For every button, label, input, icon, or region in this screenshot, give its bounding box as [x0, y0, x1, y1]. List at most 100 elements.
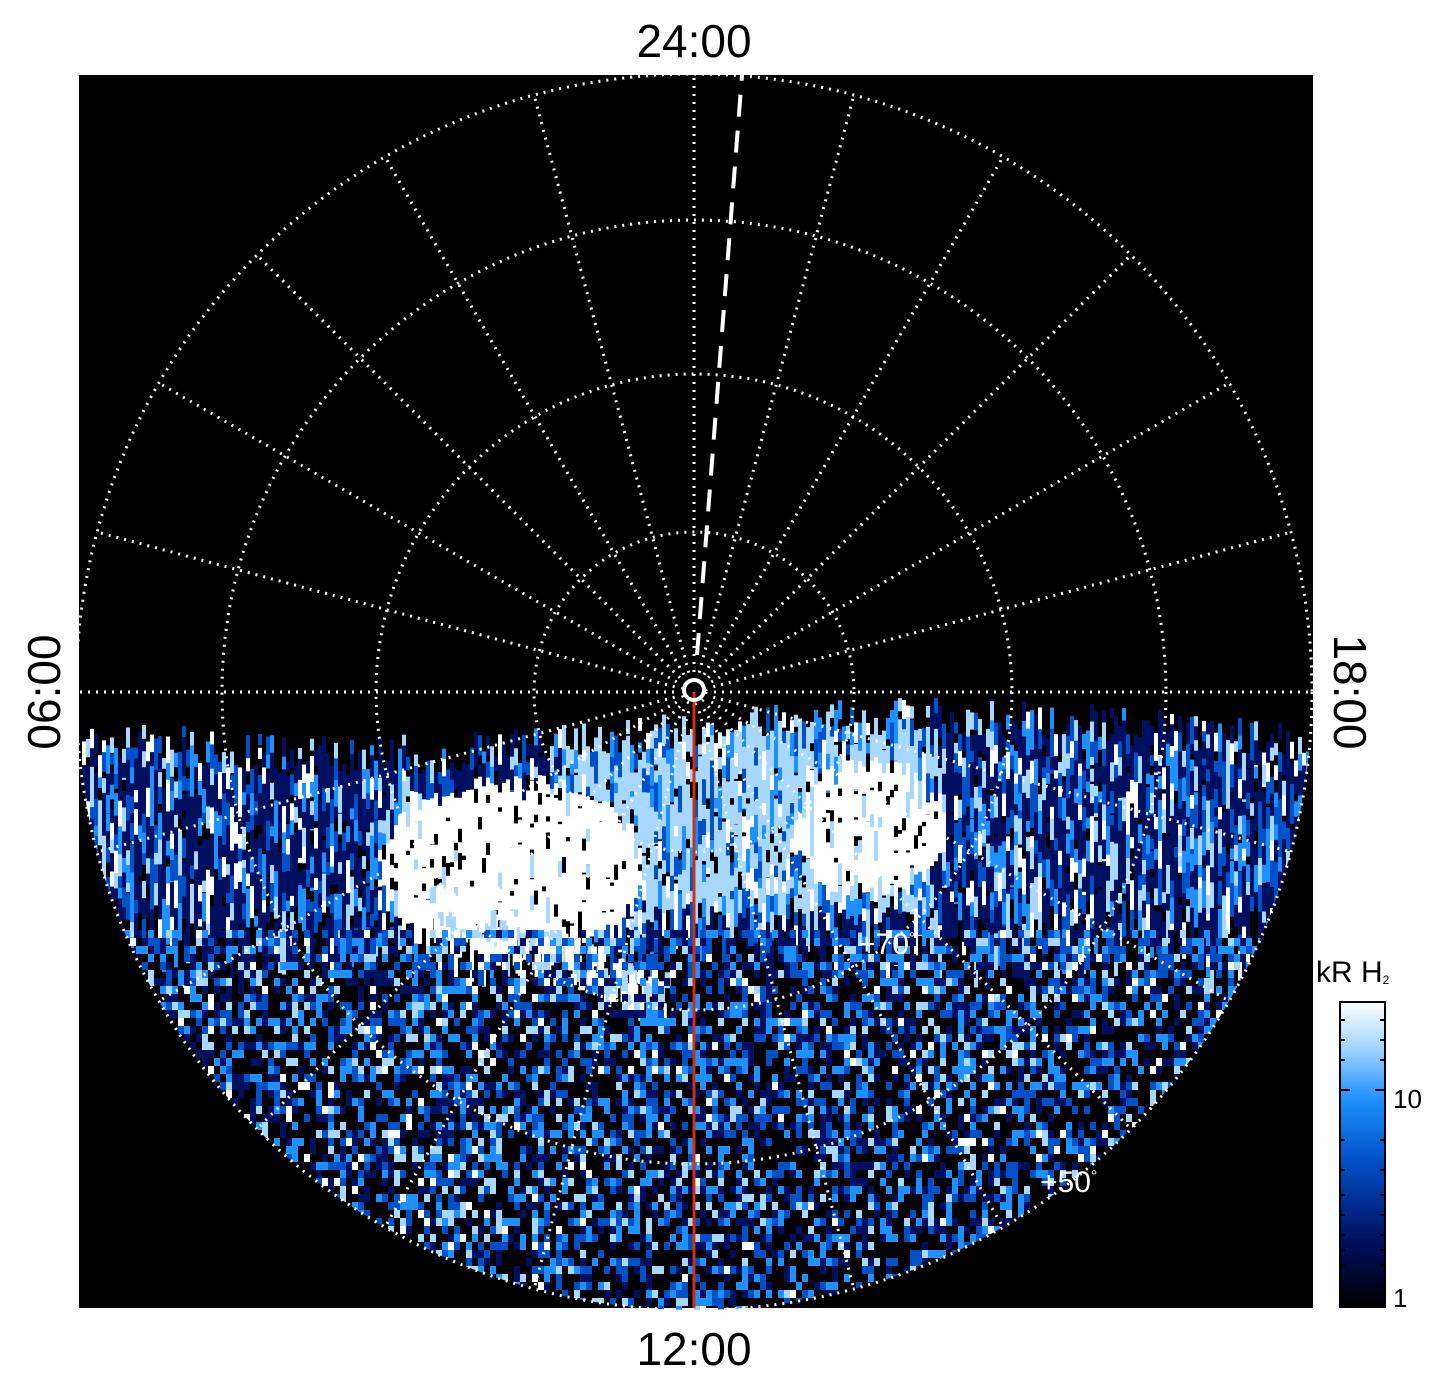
emission-pixel: [1060, 978, 1066, 986]
emission-streak: [594, 751, 598, 785]
emission-pixel: [1030, 978, 1036, 986]
emission-pixel: [526, 930, 532, 938]
emission-streak: [1074, 862, 1078, 873]
emission-streak: [1086, 840, 1090, 867]
emission-pixel: [1090, 970, 1096, 978]
emission-pixel: [922, 930, 928, 938]
emission-pixel: [430, 962, 436, 970]
emission-streak: [670, 852, 674, 884]
emission-pixel: [640, 1018, 646, 1026]
emission-streak: [574, 750, 578, 770]
emission-pixel: [1126, 1042, 1132, 1050]
emission-streak: [670, 890, 674, 911]
emission-pixel: [1078, 994, 1084, 1002]
emission-pixel: [166, 930, 172, 938]
emission-streak: [1030, 723, 1034, 764]
emission-pixel: [262, 1018, 268, 1026]
emission-streak: [198, 763, 202, 796]
emission-streak: [1262, 764, 1266, 784]
emission-streak: [1222, 811, 1226, 833]
emission-streak: [1206, 895, 1210, 914]
emission-pixel: [442, 994, 448, 1002]
emission-pixel: [226, 978, 232, 986]
emission-streak: [522, 772, 526, 816]
emission-streak: [958, 844, 962, 864]
emission-streak: [614, 925, 618, 974]
emission-streak: [138, 767, 142, 814]
emission-pixel: [1036, 938, 1042, 946]
emission-pixel: [586, 1058, 592, 1066]
emission-pixel: [682, 1018, 688, 1026]
emission-pixel: [382, 978, 388, 986]
emission-streak: [258, 901, 262, 951]
emission-pixel: [1120, 1050, 1126, 1058]
emission-streak: [130, 813, 134, 824]
emission-streak: [118, 898, 122, 935]
emission-streak: [1042, 735, 1046, 746]
emission-streak: [1198, 877, 1202, 896]
emission-pixel: [628, 930, 634, 938]
emission-pixel: [1174, 954, 1180, 962]
emission-pixel: [346, 1058, 352, 1066]
emission-pixel: [196, 930, 202, 938]
emission-pixel: [316, 994, 322, 1002]
emission-pixel: [544, 986, 550, 994]
emission-pixel: [634, 962, 640, 970]
emission-streak: [994, 796, 998, 825]
emission-streak: [718, 830, 722, 863]
emission-pixel: [238, 970, 244, 978]
emission-streak: [1010, 864, 1014, 886]
emission-pixel: [790, 1034, 796, 1042]
emission-streak: [606, 802, 610, 837]
emission-pixel: [1114, 1018, 1120, 1026]
emission-streak: [414, 859, 418, 870]
emission-streak: [858, 800, 862, 833]
emission-streak: [738, 913, 742, 941]
emission-streak: [1142, 795, 1146, 827]
emission-pixel: [1108, 1042, 1114, 1050]
emission-pixel: [694, 946, 700, 954]
emission-pixel: [736, 954, 742, 962]
emission-pixel: [1048, 962, 1054, 970]
emission-streak: [1190, 886, 1194, 908]
emission-streak: [634, 884, 638, 900]
emission-streak: [186, 846, 190, 884]
emission-pixel: [436, 978, 442, 986]
emission-pixel: [196, 978, 202, 986]
emission-pixel: [1102, 946, 1108, 954]
emission-streak: [1026, 863, 1030, 889]
emission-streak: [726, 843, 730, 861]
emission-streak: [1274, 792, 1278, 812]
emission-pixel: [220, 1026, 226, 1034]
emission-streak: [222, 752, 226, 778]
emission-pixel: [916, 962, 922, 970]
emission-pixel: [652, 970, 658, 978]
emission-streak: [194, 754, 198, 767]
emission-pixel: [760, 938, 766, 946]
emission-pixel: [1180, 1010, 1186, 1018]
emission-pixel: [898, 978, 904, 986]
emission-pixel: [244, 1010, 250, 1018]
emission-pixel: [1000, 962, 1006, 970]
emission-streak: [650, 833, 654, 853]
emission-pixel: [898, 1010, 904, 1018]
emission-pixel: [244, 970, 250, 978]
emission-streak: [342, 807, 346, 822]
emission-pixel: [952, 930, 958, 938]
emission-streak: [990, 776, 994, 790]
emission-pixel: [868, 1042, 874, 1050]
emission-pixel: [1144, 1058, 1150, 1066]
emission-streak: [1122, 742, 1126, 793]
emission-streak: [250, 886, 254, 919]
emission-streak: [1082, 830, 1086, 872]
emission-streak: [754, 786, 758, 803]
emission-streak: [930, 917, 934, 960]
emission-streak: [234, 843, 238, 869]
emission-streak: [1278, 799, 1282, 838]
emission-streak: [1146, 816, 1150, 845]
emission-pixel: [856, 1058, 862, 1066]
emission-streak: [634, 753, 638, 770]
emission-streak: [1130, 880, 1134, 918]
emission-arc: [451, 916, 458, 934]
emission-pixel: [964, 986, 970, 994]
